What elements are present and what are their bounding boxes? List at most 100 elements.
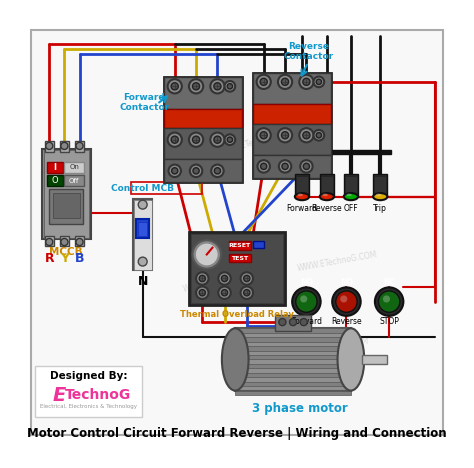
Bar [131, 182, 202, 194]
Ellipse shape [346, 193, 352, 196]
Bar [345, 176, 357, 195]
Bar [75, 141, 84, 152]
Circle shape [336, 291, 357, 312]
Bar [133, 199, 153, 271]
Circle shape [172, 168, 178, 174]
Bar [320, 175, 334, 197]
Text: Forward: Forward [291, 317, 322, 326]
Text: TEST: TEST [231, 256, 248, 261]
Circle shape [303, 132, 310, 139]
Text: WWW.ETechnoG.COM: WWW.ETechnoG.COM [288, 337, 369, 346]
Bar [344, 175, 358, 197]
Bar [253, 73, 331, 178]
Circle shape [300, 295, 307, 302]
Circle shape [300, 319, 307, 326]
Bar [35, 366, 142, 417]
Circle shape [290, 319, 297, 326]
Bar [235, 364, 351, 368]
Text: E: E [53, 386, 66, 404]
Text: Forward
Contactor: Forward Contactor [119, 93, 170, 112]
Bar [60, 141, 69, 152]
Bar [166, 79, 241, 181]
Text: O: O [51, 176, 58, 185]
Circle shape [260, 78, 267, 86]
Bar [134, 200, 152, 270]
Circle shape [241, 286, 253, 299]
Circle shape [138, 200, 147, 209]
Circle shape [340, 295, 347, 302]
Bar [191, 234, 283, 303]
Circle shape [61, 239, 68, 246]
Circle shape [192, 136, 200, 143]
Bar [363, 355, 387, 364]
Circle shape [219, 286, 231, 299]
Circle shape [219, 272, 231, 285]
Circle shape [227, 84, 233, 89]
Circle shape [196, 286, 209, 299]
Ellipse shape [322, 193, 328, 196]
Circle shape [221, 290, 228, 296]
Circle shape [76, 239, 83, 246]
Circle shape [282, 78, 289, 86]
Circle shape [299, 128, 313, 142]
Circle shape [244, 290, 250, 296]
Circle shape [279, 160, 291, 173]
Bar [253, 104, 331, 124]
Text: B: B [75, 252, 84, 265]
Bar [253, 155, 331, 178]
Circle shape [227, 137, 233, 142]
Bar [235, 382, 351, 386]
Circle shape [375, 287, 403, 316]
Bar [235, 346, 351, 351]
Bar [45, 141, 54, 152]
Bar [64, 176, 84, 186]
Circle shape [190, 165, 202, 177]
Bar [253, 124, 331, 155]
Circle shape [303, 78, 310, 86]
Circle shape [196, 272, 209, 285]
Text: Reverse
Contactor: Reverse Contactor [283, 42, 333, 61]
Text: WWW.ETechnoG.COM: WWW.ETechnoG.COM [297, 250, 378, 273]
Bar [374, 176, 386, 195]
Circle shape [282, 163, 288, 169]
Circle shape [225, 134, 235, 145]
Bar [164, 77, 242, 109]
Circle shape [296, 291, 317, 312]
Circle shape [303, 163, 310, 169]
Circle shape [313, 77, 324, 87]
Text: TechnoG: TechnoG [65, 388, 131, 402]
Circle shape [192, 240, 221, 269]
Bar [42, 148, 91, 239]
Circle shape [260, 132, 267, 139]
Text: OFF: OFF [344, 204, 358, 212]
Circle shape [261, 163, 267, 169]
Bar [253, 241, 264, 248]
Circle shape [383, 295, 390, 302]
Text: Forward: Forward [286, 204, 318, 212]
Text: Thermal Overload Relay: Thermal Overload Relay [180, 309, 294, 319]
Circle shape [193, 168, 199, 174]
Circle shape [210, 132, 225, 147]
Bar [60, 236, 69, 247]
Circle shape [316, 132, 321, 138]
Text: STOP: STOP [379, 317, 399, 326]
Text: N: N [137, 275, 148, 288]
Ellipse shape [337, 329, 364, 391]
Text: Off: Off [69, 178, 79, 183]
Text: WWW.ETechnoG.COM: WWW.ETechnoG.COM [218, 124, 298, 158]
Text: WWW.ETechnoG.COM: WWW.ETechnoG.COM [182, 264, 262, 294]
Bar [235, 391, 351, 395]
Circle shape [256, 75, 271, 89]
Bar [164, 159, 242, 183]
Bar [53, 193, 80, 218]
Bar [275, 315, 311, 331]
Text: NO: NO [340, 278, 353, 286]
Circle shape [221, 275, 228, 282]
Circle shape [299, 75, 313, 89]
Bar [44, 150, 89, 238]
Bar [296, 176, 308, 195]
Circle shape [46, 239, 53, 246]
Bar [46, 162, 63, 173]
Bar [253, 73, 331, 104]
Bar [235, 355, 351, 359]
